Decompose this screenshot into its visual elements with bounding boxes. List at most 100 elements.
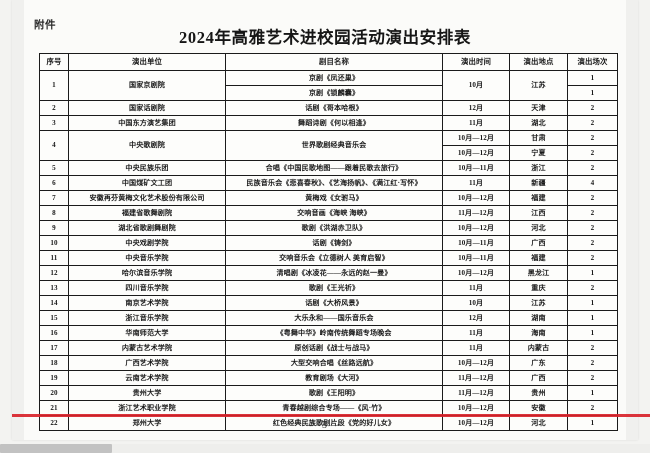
cell-seq: 4 bbox=[39, 130, 69, 161]
cell-place: 宁夏 bbox=[509, 145, 568, 161]
cell-sessions: 1 bbox=[567, 295, 618, 311]
cell-unit: 南京艺术学院 bbox=[68, 295, 226, 311]
cell-unit: 国家话剧院 bbox=[68, 100, 226, 116]
table-row: 18 广西艺术学院 大型交响合唱《丝路远航》 10月—12月 广东 2 bbox=[39, 355, 618, 371]
cell-seq: 6 bbox=[39, 175, 69, 191]
cell-seq: 7 bbox=[39, 190, 69, 206]
cell-sessions: 4 bbox=[567, 175, 618, 191]
table-row: 14 南京艺术学院 话剧《大桥风景》 10月 江苏 1 bbox=[39, 295, 618, 311]
cell-program: 歌剧《王阳明》 bbox=[225, 385, 443, 401]
table-row: 15 浙江音乐学院 大乐永和——国乐音乐会 12月 湖南 1 bbox=[39, 310, 618, 326]
cell-sessions: 2 bbox=[567, 190, 618, 206]
table-row: 12 哈尔滨音乐学院 清唱剧《冰凌花——永远的赵一曼》 10月—12月 黑龙江 1 bbox=[39, 265, 618, 281]
cell-unit: 中央戏剧学院 bbox=[68, 235, 226, 251]
cell-time: 10月—12月 bbox=[442, 190, 510, 206]
cell-time: 12月 bbox=[442, 310, 510, 326]
cell-sessions: 2 bbox=[567, 115, 618, 131]
cell-place: 天津 bbox=[509, 100, 568, 116]
cell-seq: 20 bbox=[39, 385, 69, 401]
cell-time: 10月—12月 bbox=[442, 220, 510, 236]
page-right-margin bbox=[626, 0, 638, 440]
cell-sessions: 1 bbox=[567, 325, 618, 341]
cell-unit: 中央民族乐团 bbox=[68, 160, 226, 176]
horizontal-scrollbar-track[interactable] bbox=[0, 444, 650, 453]
cell-time: 10月—12月 bbox=[442, 145, 510, 161]
cell-program: 《粤舞中华》岭南传统舞蹈专场晚会 bbox=[225, 325, 443, 341]
cell-unit: 哈尔滨音乐学院 bbox=[68, 265, 226, 281]
cell-place: 海南 bbox=[509, 325, 568, 341]
cell-program: 话剧《大桥风景》 bbox=[225, 295, 443, 311]
cell-program: 京剧《凤还巢》 bbox=[225, 70, 443, 86]
table-header: 序号 演出单位 剧目名称 演出时间 演出地点 演出场次 bbox=[39, 53, 618, 71]
page-number: — 5 — bbox=[307, 420, 343, 431]
cell-time: 11月 bbox=[442, 175, 510, 191]
cell-unit: 安徽再芬黄梅文化艺术股份有限公司 bbox=[68, 190, 226, 206]
document-page: 附件 2024年高雅艺术进校园活动演出安排表 序号 演出单位 剧目名称 演出时间… bbox=[12, 0, 638, 440]
cell-unit: 福建省歌舞剧院 bbox=[68, 205, 226, 221]
cell-place: 福建 bbox=[509, 250, 568, 266]
table-row: 4 中央歌剧院 世界歌剧经典音乐会 10月—12月 甘肃 2 bbox=[39, 130, 618, 161]
table-row: 3 中国东方演艺集团 舞蹈诗剧《何以相逢》 11月 湖北 2 bbox=[39, 115, 618, 131]
column-header-time: 演出时间 bbox=[442, 53, 510, 71]
cell-time: 10月—11月 bbox=[442, 250, 510, 266]
cell-time: 11月 bbox=[442, 325, 510, 341]
cell-program: 原创话剧《战士与战马》 bbox=[225, 340, 443, 356]
table-row: 7 安徽再芬黄梅文化艺术股份有限公司 黄梅戏《女驸马》 10月—12月 福建 2 bbox=[39, 190, 618, 206]
cell-time: 11月—12月 bbox=[442, 370, 510, 386]
cell-program: 话剧《哥本哈根》 bbox=[225, 100, 443, 116]
page-title: 2024年高雅艺术进校园活动演出安排表 bbox=[179, 28, 471, 47]
cell-sessions: 2 bbox=[567, 205, 618, 221]
cell-time: 10月—11月 bbox=[442, 160, 510, 176]
cell-place: 湖南 bbox=[509, 310, 568, 326]
cell-sessions: 2 bbox=[567, 250, 618, 266]
cell-time: 10月—12月 bbox=[442, 355, 510, 371]
cell-seq: 5 bbox=[39, 160, 69, 176]
cell-sessions: 2 bbox=[567, 220, 618, 236]
cell-place: 黑龙江 bbox=[509, 265, 568, 281]
cell-program: 舞蹈诗剧《何以相逢》 bbox=[225, 115, 443, 131]
cell-time: 11月—12月 bbox=[442, 385, 510, 401]
cell-sessions: 2 bbox=[567, 355, 618, 371]
table-row: 5 中央民族乐团 合唱《中国民歌地图——跟着民歌去旅行》 10月—11月 浙江 2 bbox=[39, 160, 618, 176]
cell-time: 11月—12月 bbox=[442, 205, 510, 221]
cell-time: 11月 bbox=[442, 340, 510, 356]
cell-sessions: 1 bbox=[567, 70, 618, 86]
cell-time: 10月 bbox=[442, 70, 510, 101]
cell-seq: 13 bbox=[39, 280, 69, 296]
cell-place: 河北 bbox=[509, 220, 568, 236]
cell-program: 清唱剧《冰凌花——永远的赵一曼》 bbox=[225, 265, 443, 281]
cell-place: 广西 bbox=[509, 235, 568, 251]
horizontal-scrollbar-thumb[interactable] bbox=[0, 444, 112, 453]
cell-sessions: 2 bbox=[567, 160, 618, 176]
cell-seq: 19 bbox=[39, 370, 69, 386]
cell-time: 10月—12月 bbox=[442, 130, 510, 146]
cell-place: 内蒙古 bbox=[509, 340, 568, 356]
cell-time: 10月—12月 bbox=[442, 265, 510, 281]
cell-sessions: 2 bbox=[567, 400, 618, 416]
cell-place: 新疆 bbox=[509, 175, 568, 191]
cell-time: 10月 bbox=[442, 295, 510, 311]
cell-sessions: 1 bbox=[567, 385, 618, 401]
cell-sessions: 2 bbox=[567, 280, 618, 296]
table-row: 11 中央音乐学院 交响音乐会《立德树人 美育启智》 10月—11月 福建 2 bbox=[39, 250, 618, 266]
cell-seq: 16 bbox=[39, 325, 69, 341]
cell-unit: 中国东方演艺集团 bbox=[68, 115, 226, 131]
cell-program: 世界歌剧经典音乐会 bbox=[225, 130, 443, 161]
cell-place: 广西 bbox=[509, 370, 568, 386]
cell-place: 甘肃 bbox=[509, 130, 568, 146]
cell-program: 大乐永和——国乐音乐会 bbox=[225, 310, 443, 326]
cell-unit: 中国煤矿文工团 bbox=[68, 175, 226, 191]
cell-program: 合唱《中国民歌地图——跟着民歌去旅行》 bbox=[225, 160, 443, 176]
table-row: 10 中央戏剧学院 话剧《铸剑》 10月—11月 广西 2 bbox=[39, 235, 618, 251]
column-header-sessions: 演出场次 bbox=[567, 53, 618, 71]
cell-program: 歌剧《洪湖赤卫队》 bbox=[225, 220, 443, 236]
column-header-seq: 序号 bbox=[39, 53, 69, 71]
cell-unit: 中央歌剧院 bbox=[68, 130, 226, 161]
schedule-table-wrapper: 序号 演出单位 剧目名称 演出时间 演出地点 演出场次 1 国家京剧院 京剧《凤还巢… bbox=[39, 53, 618, 431]
cell-place: 湖北 bbox=[509, 115, 568, 131]
cell-sessions: 1 bbox=[567, 310, 618, 326]
cell-program: 歌剧《王光祈》 bbox=[225, 280, 443, 296]
table-header-row: 序号 演出单位 剧目名称 演出时间 演出地点 演出场次 bbox=[39, 53, 618, 71]
cell-seq: 1 bbox=[39, 70, 69, 101]
table-row: 22 郑州大学 红色经典民族歌剧片段《党的好儿女》 10月—12月 河北 1 bbox=[39, 415, 618, 431]
